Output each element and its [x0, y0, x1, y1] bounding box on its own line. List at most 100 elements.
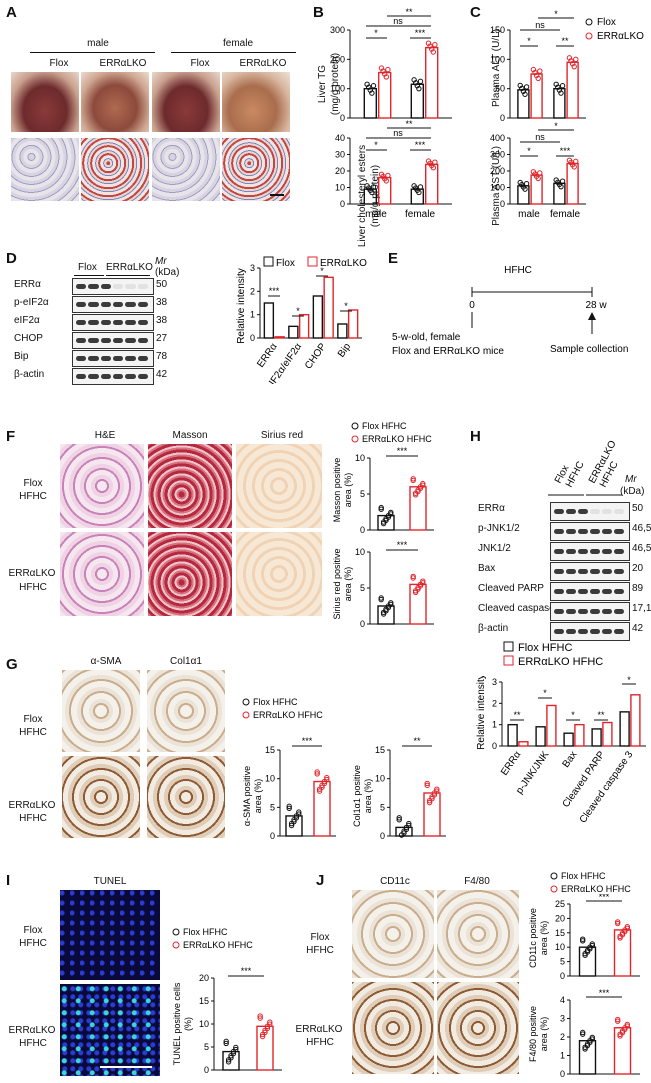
f-sirius-ylabel: Sirius red positive: [332, 548, 342, 619]
h-band-0-5: [614, 508, 624, 514]
f-sirius-tick-2: 10: [355, 547, 365, 557]
h-ylabel: Relative intensity: [476, 676, 487, 750]
g-col-sig: **: [413, 736, 421, 746]
i-tunel-flox: [60, 890, 160, 980]
d-band-4-0: [76, 355, 87, 361]
d-band-0-1: [88, 283, 99, 289]
b-ce-sig-ns: ns: [393, 128, 403, 138]
h-kda-0: 50: [632, 503, 644, 514]
d-tick-3: 3: [250, 263, 255, 273]
j-f480-unit: area (%): [539, 1017, 549, 1052]
h-legend-flox-swatch: [503, 641, 514, 652]
b-ce-sig-male: *: [374, 140, 378, 150]
i-tick-3: 15: [199, 996, 209, 1006]
h-kda-4: 89: [632, 583, 644, 594]
d-row-label-3: CHOP: [14, 333, 43, 344]
i-legend-marker-ko: [172, 941, 180, 949]
c-legend: Flox ERRαLKO: [585, 17, 644, 42]
j-cd11c-flox: [352, 890, 434, 978]
j-f480-sig: ***: [599, 988, 610, 998]
g-col-col: Col1α1: [170, 656, 202, 667]
h-bar-0-1: [535, 726, 546, 747]
legend-marker-ko: [585, 32, 593, 40]
g-sma-dot-1-8: [321, 780, 328, 787]
d-bar-0-3: [337, 323, 348, 339]
d-band-2-2: [100, 319, 111, 325]
c-xtick-male: male: [518, 209, 540, 218]
b-ce-dot-0-0-3: [369, 189, 375, 196]
d-band-5-0: [76, 373, 87, 379]
h-band-2-2: [578, 548, 588, 554]
g-col-ko: [147, 756, 225, 838]
j-legend-marker-flox: [550, 872, 558, 880]
g-sma-tick-0: 0: [270, 831, 275, 841]
d-kda: (kDa): [155, 267, 180, 278]
d-band-4-5: [137, 355, 148, 361]
i-tick-0: 0: [204, 1065, 209, 1075]
d-band-5-4: [125, 373, 136, 379]
f-masson-dot-1-0: [410, 476, 416, 482]
g-sma-dot-1-5: [314, 771, 320, 777]
j-cd11c-tick-2: 10: [555, 942, 565, 952]
i-title: TUNEL: [93, 876, 127, 887]
i-row2-line2: HFHC: [19, 1038, 47, 1049]
d-legend-ko-swatch: [307, 256, 318, 267]
h-kda-1: 46,54: [632, 523, 651, 534]
h-blot-row-0: [550, 502, 630, 521]
h-kda-2: 46,54: [632, 543, 651, 554]
b-ce-sig-cross: **: [405, 119, 413, 129]
j-row1-line2: HFHC: [306, 945, 334, 956]
j-cd11c-tick-0: 0: [560, 971, 565, 981]
f-sirius-dot-1-5: [410, 575, 416, 581]
h-bar-0-2: [563, 732, 574, 747]
oil-red-flox-female: [152, 138, 220, 201]
h-band-6-4: [602, 628, 612, 634]
h-xtick-2: Bax: [561, 749, 580, 769]
d-band-2-4: [125, 319, 136, 325]
h-band-2-1: [566, 548, 576, 554]
h-row-label-1: p-JNK1/2: [478, 523, 520, 534]
j-row1-line1: Flox: [310, 932, 330, 943]
i-dot-1-6: [259, 1033, 266, 1040]
g-sma-ylabel: α-SMA positive: [242, 766, 252, 826]
panel-label-d: D: [6, 250, 17, 267]
b-xtick-female: female: [405, 209, 435, 218]
h-lane-labels: Flox HFHC ERRαLKO HFHC: [548, 439, 622, 496]
g-legend-marker-flox: [242, 698, 250, 706]
g-sma-dot-1-0: [314, 769, 320, 775]
d-kda-5: 42: [156, 369, 168, 380]
h-sig-bax: *: [571, 710, 575, 720]
h-row-label-3: Bax: [478, 563, 496, 574]
c-alt-bar-1-0: [530, 73, 543, 119]
d-lane-ko: ERRαLKO: [106, 262, 153, 273]
i-dot-0-6: [225, 1059, 232, 1065]
h-xtick-4: Cleaved caspase 3: [578, 749, 636, 825]
d-legend: Flox ERRαLKO: [263, 256, 367, 269]
f-sirius-dot-0-9: [388, 601, 394, 608]
b-ce-tick-3: 30: [335, 150, 345, 160]
i-legend-ko: ERRαLKO HFHC: [183, 940, 253, 950]
j-cd11c-sig: ***: [599, 894, 610, 902]
d-legend-flox: Flox: [276, 258, 295, 269]
j-cd11c-ylabel: CD11c positive: [528, 908, 538, 968]
d-bar-1-0: [274, 336, 285, 339]
h-kda-5: 17,19: [632, 603, 651, 614]
i-row1-line2: HFHC: [19, 938, 47, 949]
g-col-dot-0-7: [401, 830, 407, 836]
female-header: female: [222, 38, 253, 49]
d-row-label-2: eIF2α: [14, 315, 40, 326]
g-legend-flox: Flox HFHC: [253, 697, 298, 707]
h-bar-1-1: [546, 704, 557, 747]
f-masson-dot-1-4: [420, 480, 426, 487]
a-ko-female: ERRαLKO: [239, 58, 287, 69]
h-band-2-0: [554, 548, 564, 554]
c-ast-dot-0-0-4: [523, 180, 530, 187]
d-band-2-1: [88, 319, 99, 325]
j-col-f480: F4/80: [464, 876, 490, 887]
d-sig-bip: *: [344, 301, 348, 311]
c-alt-tick-3: 150: [490, 25, 505, 35]
j-f480-chart: F4/80 positive area (%) 0 1 2 3 4 ***: [528, 988, 640, 1079]
f-masson-chart: Masson positive area (%) 0 5 10 ***: [332, 446, 434, 535]
b-tg-sig-male: *: [374, 28, 378, 38]
